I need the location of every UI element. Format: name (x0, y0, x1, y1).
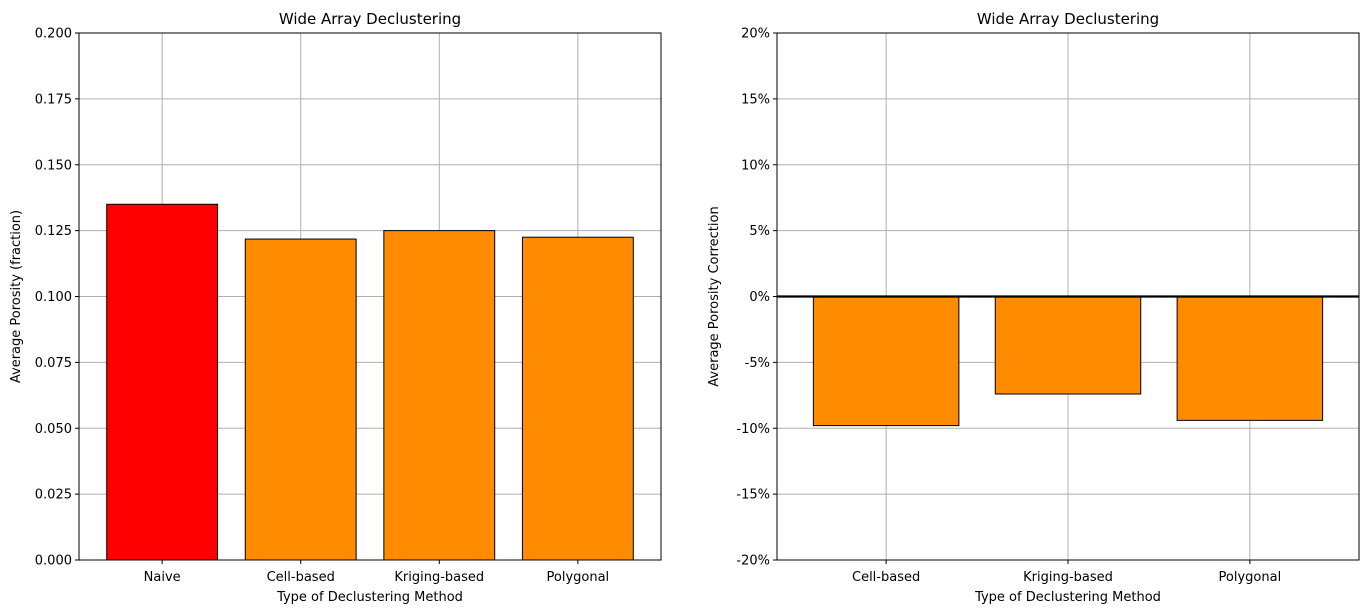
y-tick-label: -15% (736, 488, 770, 503)
y-tick-label: 10% (741, 158, 770, 173)
y-tick-label: 0.050 (35, 422, 72, 437)
y-tick-label: 5% (749, 224, 770, 239)
y-tick-label: 0.100 (35, 290, 72, 305)
y-tick-label: 0.075 (35, 356, 72, 371)
y-tick-label: 0.150 (35, 158, 72, 173)
axes-frame (78, 32, 662, 561)
y-tick-label: 0.200 (35, 27, 72, 42)
bar-polygonal (1176, 296, 1324, 421)
x-tick-label: Cell-based (267, 570, 335, 585)
bar-cell-based (244, 238, 357, 561)
x-tick-label: Polygonal (547, 570, 610, 585)
y-axis-label: Average Porosity (fraction) (9, 210, 24, 383)
chart-title: Wide Array Declustering (279, 10, 461, 28)
x-axis-label: Type of Declustering Method (974, 590, 1161, 605)
chart-panel-1: 0.000 0.025 0.050 0.075 0.100 0.125 0.150 0.175… (9, 10, 662, 605)
x-tick-label: Kriging-based (1023, 570, 1113, 585)
x-axis-label: Type of Declustering Method (276, 590, 463, 605)
y-axis-label: Average Porosity Correction (707, 206, 722, 386)
axes-frame (776, 32, 1360, 561)
bar-cell-based (812, 296, 960, 427)
chart-panel-2: -20% -15% -10% -5% 0% 5% 10% 15% 20% Cell-based Kr… (707, 10, 1360, 605)
y-tick-label: 0.000 (35, 554, 72, 569)
x-tick-label: Naive (144, 570, 181, 585)
y-tick-label: 20% (741, 27, 770, 42)
x-tick-label: Kriging-based (394, 570, 484, 585)
y-tick-label: 0.025 (35, 488, 72, 503)
y-tick-label: -20% (736, 554, 770, 569)
y-tick-label: -5% (745, 356, 770, 371)
y-tick-label: 15% (741, 92, 770, 107)
chart-title: Wide Array Declustering (977, 10, 1159, 28)
bar-kriging-based (383, 230, 496, 561)
y-tick-label: 0.125 (35, 224, 72, 239)
y-tick-label: 0% (749, 290, 770, 305)
x-tick-label: Cell-based (852, 570, 920, 585)
bar-polygonal (521, 236, 634, 561)
bar-naive (106, 203, 219, 561)
y-tick-label: -10% (736, 422, 770, 437)
y-tick-label: 0.175 (35, 92, 72, 107)
x-tick-label: Polygonal (1219, 570, 1282, 585)
bar-kriging-based (994, 296, 1142, 395)
